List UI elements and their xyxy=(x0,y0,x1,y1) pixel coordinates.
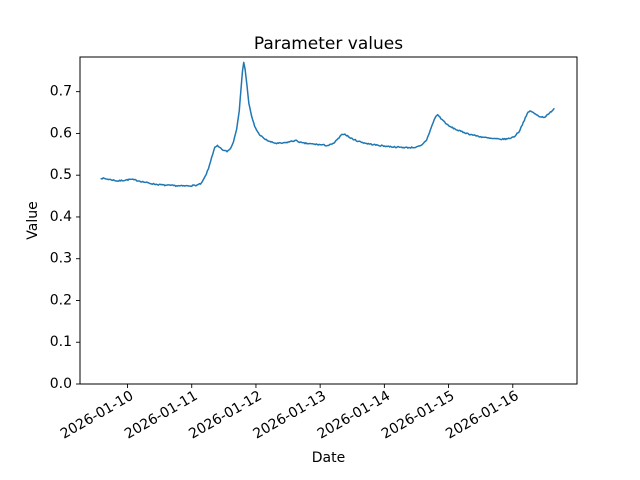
y-tick-label: 0.4 xyxy=(50,209,72,225)
data-line xyxy=(100,61,555,188)
y-tick-label: 0.0 xyxy=(50,376,72,392)
y-axis-label: Value xyxy=(25,201,41,239)
y-tick-label: 0.6 xyxy=(50,125,72,141)
y-tick-label: 0.7 xyxy=(50,84,72,100)
y-tick-label: 0.5 xyxy=(50,167,72,183)
plot-area: 2026-01-102026-01-112026-01-122026-01-13… xyxy=(50,56,578,443)
y-tick-label: 0.3 xyxy=(50,251,72,267)
axes-spines xyxy=(79,56,578,385)
chart-title: Parameter values xyxy=(254,34,403,54)
x-tick-label: 2026-01-16 xyxy=(443,388,522,443)
y-tick-label: 0.1 xyxy=(50,334,72,350)
x-axis-label: Date xyxy=(312,450,345,466)
y-tick-label: 0.2 xyxy=(50,292,72,308)
